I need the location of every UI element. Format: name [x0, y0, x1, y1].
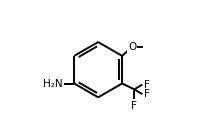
Text: F: F	[131, 101, 137, 111]
Text: F: F	[144, 80, 150, 90]
Text: H₂N: H₂N	[43, 79, 63, 88]
Text: F: F	[144, 89, 150, 99]
Text: O: O	[128, 42, 136, 52]
